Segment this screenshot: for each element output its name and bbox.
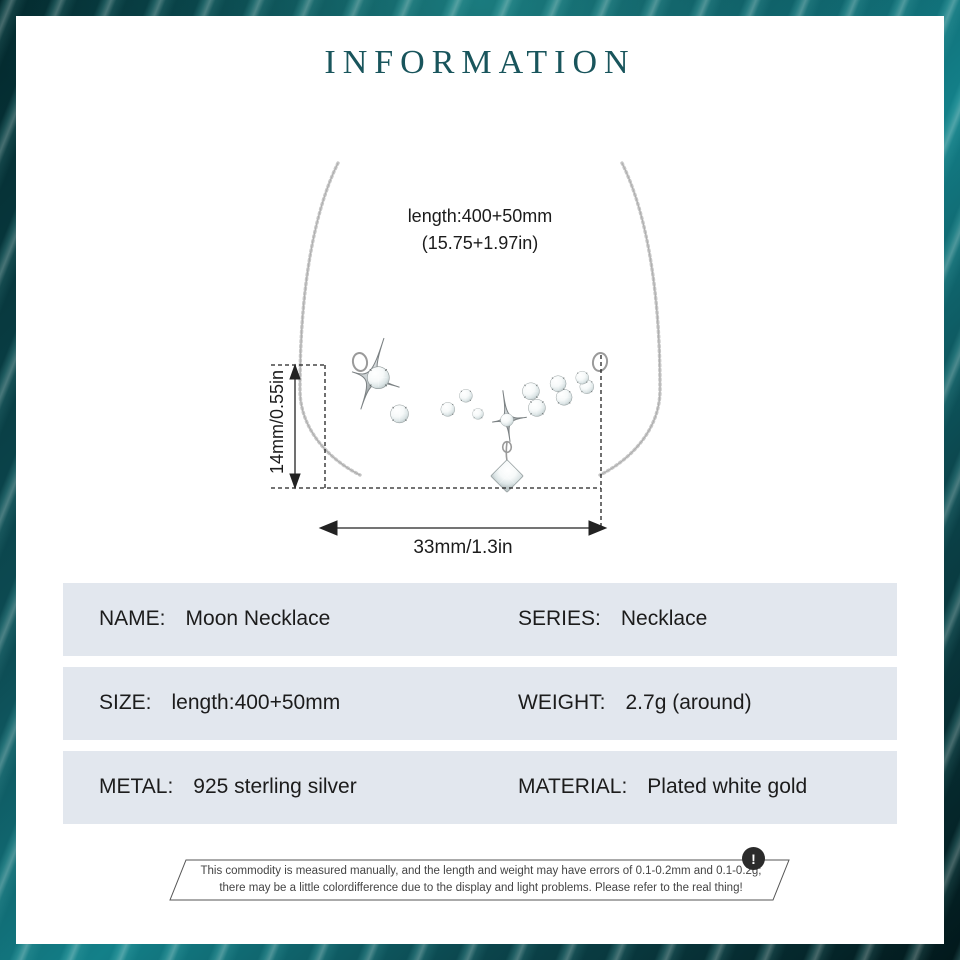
svg-text:33mm/1.3in: 33mm/1.3in xyxy=(413,537,512,558)
svg-text:14mm/0.55in: 14mm/0.55in xyxy=(267,370,287,474)
